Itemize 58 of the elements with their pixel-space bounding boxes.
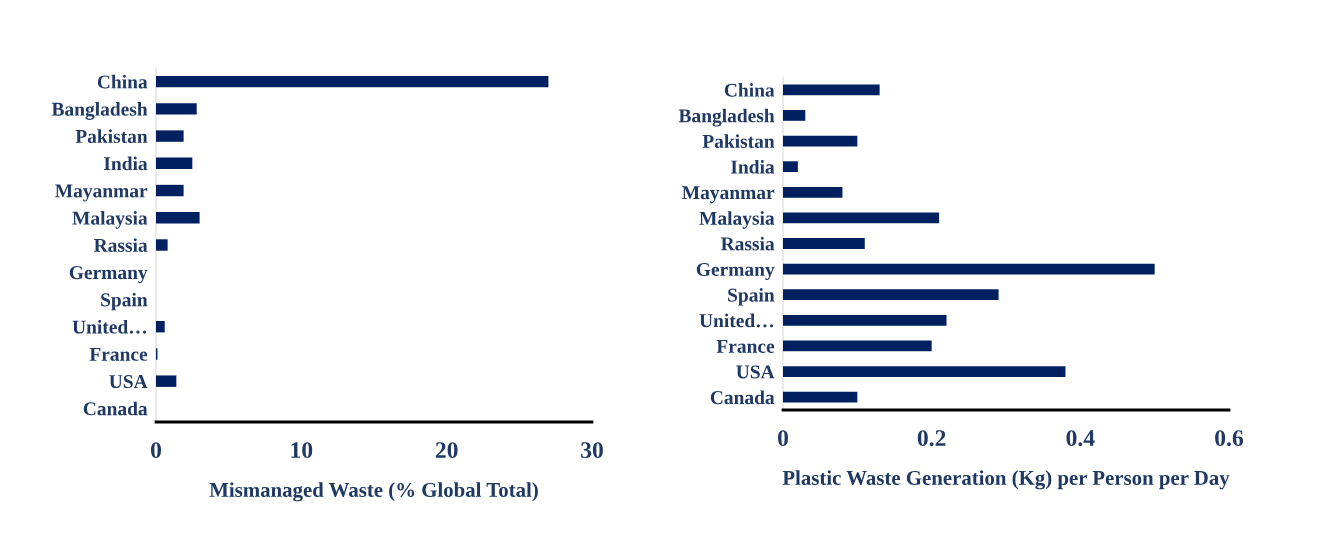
y-tick-label: Spain <box>728 287 775 306</box>
bar <box>783 135 858 147</box>
bar <box>783 212 940 224</box>
bar <box>783 289 999 301</box>
x-axis-title: Plastic Waste Generation (Kg) per Person per Day <box>782 470 1230 490</box>
y-tick-label: Bangladesh <box>678 108 775 127</box>
bar <box>783 263 1155 275</box>
y-tick-label: Mayanmar <box>55 184 148 202</box>
y-tick-label: Malaysia <box>72 211 148 229</box>
y-tick-label: India <box>104 156 148 171</box>
x-tick-label: 10 <box>291 442 313 459</box>
y-tick-label: Pakistan <box>75 129 148 144</box>
y-tick-label: Rassia <box>93 238 148 252</box>
x-tick-label: 0.2 <box>917 430 946 447</box>
y-tick-label: Spain <box>101 292 148 311</box>
y-tick-label: Germany <box>69 266 148 284</box>
y-tick-label: India <box>731 159 775 174</box>
x-tick-label: 0.6 <box>1215 430 1244 447</box>
x-tick-label: 30 <box>581 442 603 459</box>
bar <box>156 130 184 142</box>
y-tick-label: Pakistan <box>702 134 775 148</box>
bar <box>783 391 858 403</box>
y-tick-label: China <box>97 74 148 89</box>
bar <box>783 186 843 198</box>
y-tick-label: Bangladesh <box>51 102 148 120</box>
y-tick-label: USA <box>736 365 775 379</box>
y-tick-label: United… <box>72 319 147 334</box>
x-tick-label: 20 <box>435 442 458 459</box>
y-tick-label: Mayanmar <box>682 186 775 204</box>
bar <box>156 103 197 115</box>
bar <box>783 340 932 352</box>
bar <box>156 320 165 333</box>
bar <box>156 75 549 88</box>
bar <box>783 84 880 96</box>
bar <box>783 238 865 249</box>
x-tick-label: 0 <box>778 430 788 447</box>
y-tick-label: United… <box>699 313 774 328</box>
bar <box>783 314 947 326</box>
bar <box>783 161 798 173</box>
x-axis-title: Mismanaged Waste (% Global Total) <box>209 482 538 502</box>
y-tick-label: France <box>89 347 148 361</box>
y-tick-label: Malaysia <box>699 211 775 229</box>
bar <box>156 239 168 251</box>
bar <box>783 366 1066 377</box>
bar <box>156 212 200 224</box>
bar <box>156 184 184 197</box>
y-tick-label: China <box>724 83 775 97</box>
y-tick-label: Rassia <box>720 236 775 251</box>
y-tick-label: France <box>716 339 775 353</box>
y-tick-label: Canada <box>83 401 148 416</box>
bar <box>156 157 193 170</box>
bar <box>783 110 806 121</box>
y-tick-label: USA <box>109 375 148 389</box>
y-tick-label: Germany <box>696 262 775 281</box>
x-tick-label: 0.4 <box>1066 430 1095 447</box>
x-tick-label: 0 <box>151 442 161 459</box>
bar <box>156 375 177 387</box>
y-tick-label: Canada <box>710 390 775 405</box>
